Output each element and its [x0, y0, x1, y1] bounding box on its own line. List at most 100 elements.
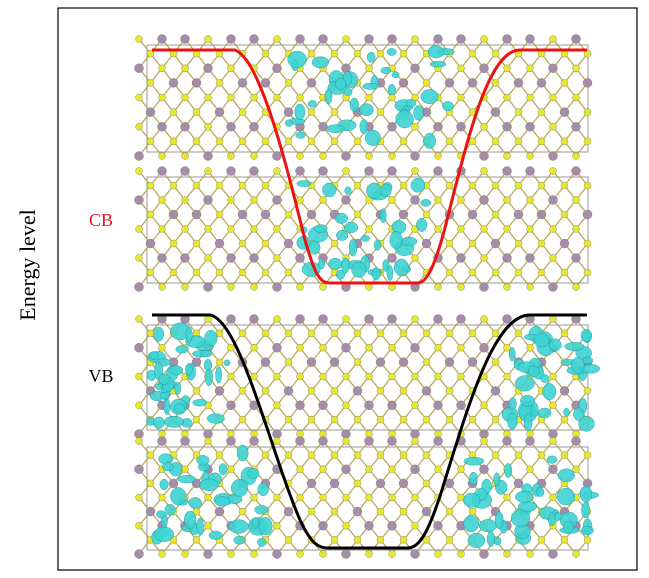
atom [158, 122, 167, 131]
atom [354, 416, 361, 423]
atom [457, 35, 466, 44]
charge-density [159, 374, 170, 385]
charge-density [345, 187, 352, 195]
atom [193, 536, 200, 543]
atom [308, 416, 315, 423]
atom [331, 50, 338, 57]
atom [319, 122, 328, 131]
atom [480, 152, 489, 161]
atom [469, 50, 476, 57]
atom [297, 373, 304, 380]
atom [319, 35, 328, 44]
atom [504, 284, 511, 291]
atom [583, 210, 592, 219]
atom [491, 386, 500, 395]
atom [181, 437, 190, 446]
charge-density [549, 339, 561, 351]
atom [135, 196, 144, 205]
atom [274, 402, 281, 409]
atom [468, 358, 477, 367]
atom [330, 358, 339, 367]
atom [411, 430, 420, 439]
atom [193, 416, 200, 423]
atom [238, 78, 247, 87]
charge-density [336, 78, 346, 90]
atom [573, 551, 580, 558]
atom [446, 387, 453, 394]
charge-density [288, 51, 307, 68]
atom [538, 138, 545, 145]
atom [158, 254, 167, 263]
charge-density [154, 527, 173, 542]
charge-density [416, 218, 427, 232]
charge-density [524, 414, 532, 431]
atom [262, 138, 269, 145]
atom [503, 122, 512, 131]
atom [182, 153, 189, 160]
atom [135, 343, 144, 352]
atom [297, 494, 304, 501]
atom [262, 240, 269, 247]
atom [572, 35, 581, 44]
atom [573, 197, 580, 204]
atom [181, 122, 190, 131]
atom [400, 508, 407, 515]
atom [389, 494, 396, 501]
atom [320, 551, 327, 558]
atom [227, 167, 236, 176]
atom [400, 330, 407, 337]
atom [400, 387, 407, 394]
atom [365, 167, 374, 176]
atom [458, 284, 465, 291]
atom [561, 182, 568, 189]
atom [481, 123, 488, 130]
atom [308, 50, 315, 57]
atom [320, 153, 327, 160]
charge-density [189, 497, 202, 508]
atom [262, 387, 269, 394]
atom [239, 330, 246, 337]
atom [435, 284, 442, 291]
charge-density [528, 366, 539, 377]
atom [423, 359, 430, 366]
charge-density [285, 120, 293, 127]
atom [388, 315, 397, 324]
atom [377, 330, 384, 337]
atom [538, 536, 545, 543]
charge-density [149, 352, 159, 360]
atom [354, 50, 361, 57]
atom [228, 373, 235, 380]
atom [514, 78, 523, 87]
atom [400, 138, 407, 145]
atom [572, 437, 581, 446]
atom [250, 315, 259, 324]
atom [307, 479, 316, 488]
charge-density [200, 479, 219, 491]
atom [274, 438, 281, 445]
atom [146, 507, 155, 516]
charge-density [308, 100, 316, 107]
atom [526, 254, 535, 263]
atom [320, 373, 327, 380]
atom [549, 550, 558, 559]
atom [159, 197, 166, 204]
atom [284, 108, 293, 117]
atom [412, 494, 419, 501]
atom [480, 64, 489, 73]
charge-density [359, 104, 373, 116]
atom [481, 402, 488, 409]
atom [388, 167, 397, 176]
atom [250, 437, 259, 446]
charge-density [312, 57, 329, 68]
charge-density [421, 90, 438, 104]
atom [135, 430, 144, 439]
atom [526, 35, 535, 44]
atom [296, 254, 305, 263]
atom [205, 94, 212, 101]
atom [239, 387, 246, 394]
atom [136, 494, 143, 501]
atom [136, 373, 143, 380]
atom [215, 507, 224, 516]
charge-density [164, 416, 184, 427]
atom [136, 226, 143, 233]
